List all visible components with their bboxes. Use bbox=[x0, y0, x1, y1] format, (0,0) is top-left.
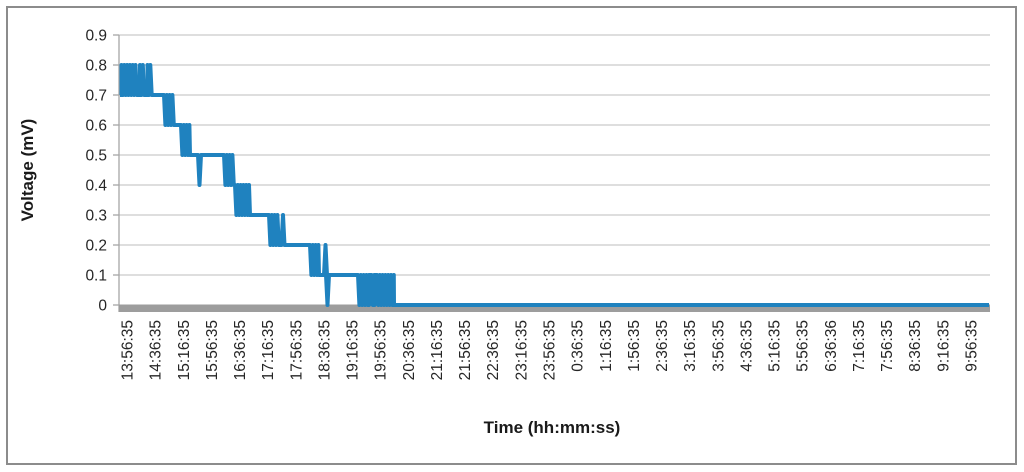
x-tick-label: 15:16:35 bbox=[176, 320, 193, 380]
x-tick-label: 0:36:35 bbox=[570, 320, 587, 372]
x-tick-label: 16:36:35 bbox=[232, 320, 249, 380]
x-tick-label: 15:56:35 bbox=[204, 320, 221, 380]
x-tick-label: 17:16:35 bbox=[260, 320, 277, 380]
x-tick-label: 21:16:35 bbox=[429, 320, 446, 380]
x-axis-title: Time (hh:mm:ss) bbox=[484, 418, 621, 437]
x-tick-label: 21:56:35 bbox=[457, 320, 474, 380]
x-tick-label: 17:56:35 bbox=[288, 320, 305, 380]
x-tick-label: 1:16:35 bbox=[598, 320, 615, 372]
x-axis-baseline-bar bbox=[119, 304, 990, 312]
voltage-time-line-chart: 0 0.1 0.2 0.3 0.4 0.5 0.6 0.7 0.8 0.9 13:56:35 14:… bbox=[18, 28, 990, 437]
x-tick-label: 23:56:35 bbox=[542, 320, 559, 380]
y-tick-label: 0.1 bbox=[85, 268, 107, 285]
y-tick-label: 0.7 bbox=[85, 88, 107, 105]
x-tick-label: 13:56:35 bbox=[120, 320, 137, 380]
x-tick-label: 5:56:35 bbox=[795, 320, 812, 372]
y-axis-ticks bbox=[113, 34, 119, 306]
x-tick-label: 6:36:36 bbox=[823, 320, 840, 372]
voltage-series-line bbox=[119, 63, 989, 307]
x-tick-label: 8:36:35 bbox=[907, 320, 924, 372]
x-tick-label: 23:16:35 bbox=[513, 320, 530, 380]
x-tick-label: 9:16:35 bbox=[935, 320, 952, 372]
x-tick-label: 14:36:35 bbox=[148, 320, 165, 380]
y-tick-label: 0.9 bbox=[85, 28, 107, 45]
y-tick-label: 0 bbox=[98, 298, 107, 315]
x-tick-label: 1:56:35 bbox=[626, 320, 643, 372]
x-tick-label: 2:36:35 bbox=[654, 320, 671, 372]
x-tick-label: 19:56:35 bbox=[373, 320, 390, 380]
x-tick-label: 5:16:35 bbox=[767, 320, 784, 372]
x-axis-tick-labels: 13:56:35 14:36:35 15:16:35 15:56:35 16:36:35… bbox=[120, 320, 981, 380]
y-tick-label: 0.2 bbox=[85, 238, 107, 255]
x-tick-label: 7:16:35 bbox=[851, 320, 868, 372]
y-tick-label: 0.5 bbox=[85, 148, 107, 165]
y-tick-label: 0.3 bbox=[85, 208, 107, 225]
y-tick-label: 0.8 bbox=[85, 58, 107, 75]
y-tick-label: 0.4 bbox=[85, 178, 107, 195]
y-axis-title: Voltage (mV) bbox=[18, 119, 37, 222]
chart-frame: 0 0.1 0.2 0.3 0.4 0.5 0.6 0.7 0.8 0.9 13:56:35 14:… bbox=[6, 6, 1017, 465]
x-tick-label: 4:36:35 bbox=[738, 320, 755, 372]
x-tick-label: 3:16:35 bbox=[682, 320, 699, 372]
x-tick-label: 9:56:35 bbox=[964, 320, 981, 372]
y-tick-label: 0.6 bbox=[85, 118, 107, 135]
x-tick-label: 22:36:35 bbox=[485, 320, 502, 380]
x-tick-label: 7:56:35 bbox=[879, 320, 896, 372]
x-tick-label: 19:16:35 bbox=[345, 320, 362, 380]
x-tick-label: 18:36:35 bbox=[316, 320, 333, 380]
y-axis-tick-labels: 0 0.1 0.2 0.3 0.4 0.5 0.6 0.7 0.8 0.9 bbox=[85, 28, 107, 315]
x-tick-label: 20:36:35 bbox=[401, 320, 418, 380]
x-tick-label: 3:56:35 bbox=[710, 320, 727, 372]
gridlines bbox=[119, 34, 990, 276]
